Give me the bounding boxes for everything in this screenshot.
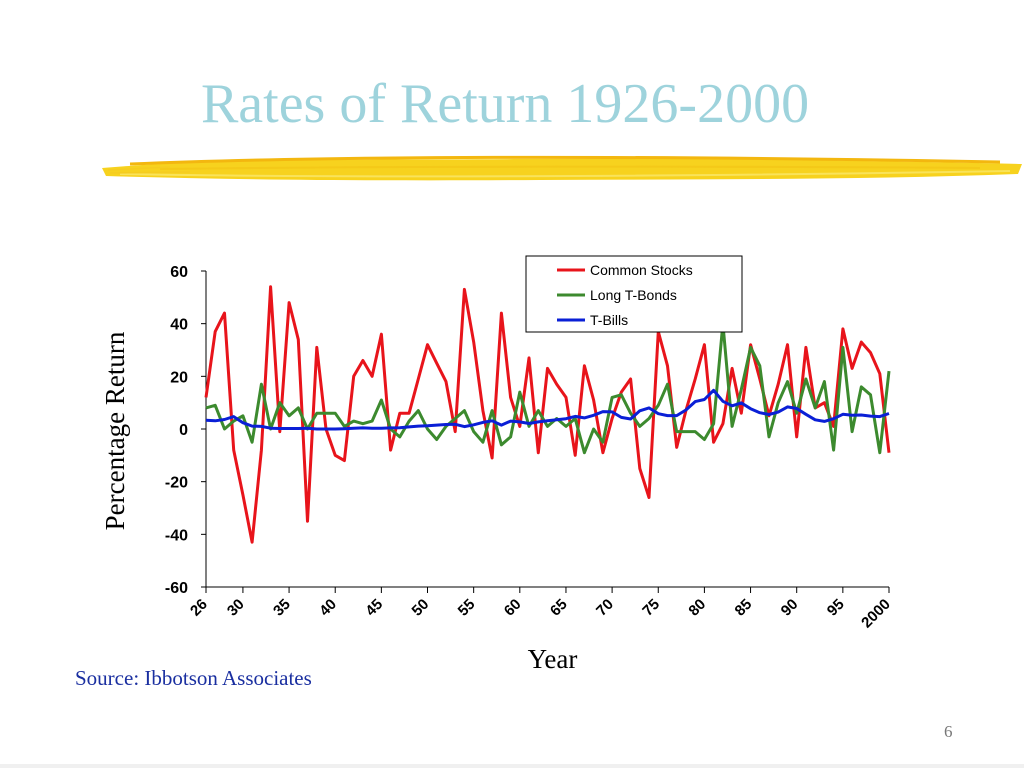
x-tick-label: 60: [501, 596, 525, 620]
series-line-t-bills: [205, 388, 890, 431]
series-line-common-stocks: [204, 285, 891, 544]
x-tick-label: 75: [639, 596, 663, 620]
x-tick-label: 80: [685, 596, 709, 620]
legend-label: Long T-Bonds: [590, 287, 677, 303]
x-tick-label: 65: [547, 596, 571, 620]
y-tick-label: -60: [165, 580, 188, 597]
y-tick-label: -40: [165, 527, 188, 544]
x-tick-label: 2000: [858, 596, 894, 632]
y-tick-label: 60: [170, 264, 188, 281]
slide-title: Rates of Return 1926-2000: [200, 73, 810, 135]
x-tick-label: 95: [824, 596, 848, 620]
x-tick-label: 35: [270, 596, 294, 620]
x-tick-label: 40: [316, 596, 340, 620]
x-tick-label: 70: [593, 596, 617, 620]
y-axis-title: Percentage Return: [100, 331, 130, 530]
chart-legend: Common Stocks Long T-Bonds T-Bills: [525, 255, 743, 333]
decorative-brush-stroke: [102, 155, 1022, 181]
legend-label: T-Bills: [590, 312, 628, 328]
y-tick-label: 20: [170, 369, 188, 386]
x-axis-title: Year: [528, 644, 578, 670]
page-number: 6: [944, 722, 953, 741]
x-tick-label: 26: [187, 596, 211, 620]
legend-label: Common Stocks: [590, 262, 693, 278]
x-tick-label: 30: [224, 596, 248, 620]
source-note: Source: Ibbotson Associates: [75, 666, 312, 690]
series-line-long-t-bonds: [205, 322, 891, 455]
x-tick-label: 55: [455, 596, 479, 620]
y-tick-label: 0: [179, 422, 188, 439]
y-tick-label: 40: [170, 317, 188, 334]
x-tick-label: 90: [778, 596, 802, 620]
y-tick-label: -20: [165, 475, 188, 492]
x-tick-label: 50: [409, 596, 433, 620]
x-tick-label: 85: [732, 596, 756, 620]
x-tick-label: 45: [362, 596, 386, 620]
footer-divider: [0, 764, 1024, 768]
